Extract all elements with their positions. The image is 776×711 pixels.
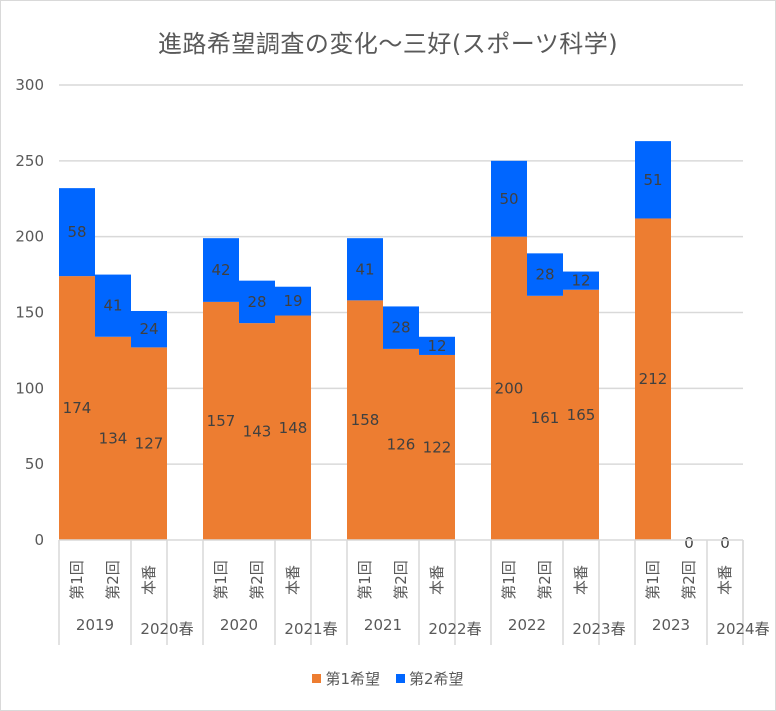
data-label-first-choice: 212 [639, 370, 668, 388]
bar-second-choice [59, 188, 95, 277]
bar-first-choice [275, 315, 311, 540]
data-label-first-choice: 174 [63, 399, 92, 417]
x-category-label: 第2回 [536, 560, 554, 600]
x-group-label-spring: 2024春 [716, 620, 769, 638]
data-label-zero: 0 [684, 534, 694, 552]
x-category-label: 第2回 [104, 560, 122, 600]
legend: 第1希望 第2希望 [0, 668, 776, 689]
y-tick-label: 100 [15, 379, 44, 397]
x-group-label-year: 2020 [220, 616, 258, 634]
x-group-label-year: 2021 [364, 616, 402, 634]
bar-first-choice [59, 276, 95, 540]
x-group-label-spring: 2021春 [284, 620, 337, 638]
data-label-second-choice: 12 [427, 337, 446, 355]
bar-first-choice [635, 218, 671, 540]
data-label-second-choice: 41 [103, 297, 122, 315]
bar-first-choice [203, 301, 239, 540]
bar-first-choice [347, 300, 383, 540]
data-label-first-choice: 157 [207, 412, 236, 430]
data-label-first-choice: 134 [99, 429, 128, 447]
data-label-second-choice: 50 [499, 190, 518, 208]
x-category-label: 第1回 [644, 560, 662, 600]
data-label-second-choice: 58 [67, 223, 86, 241]
x-group-label-spring: 2022春 [428, 620, 481, 638]
x-category-label: 本番 [284, 565, 302, 595]
data-label-second-choice: 28 [247, 293, 266, 311]
data-label-first-choice: 126 [387, 435, 416, 453]
legend-label-first-choice: 第1希望 [325, 670, 380, 688]
x-group-label-year: 2023 [652, 616, 690, 634]
data-label-zero: 0 [720, 534, 730, 552]
bar-first-choice [239, 323, 275, 540]
bar-second-choice [635, 141, 671, 219]
data-label-first-choice: 122 [423, 438, 452, 456]
legend-swatch-first-choice [312, 674, 322, 683]
y-tick-label: 150 [15, 304, 44, 322]
x-category-label: 本番 [428, 565, 446, 595]
bar-second-choice [95, 274, 131, 337]
data-label-second-choice: 24 [139, 320, 158, 338]
y-tick-label: 50 [25, 455, 44, 473]
x-category-label: 本番 [572, 565, 590, 595]
bar-first-choice [131, 347, 167, 540]
legend-label-second-choice: 第2希望 [409, 670, 464, 688]
bar-second-choice [239, 280, 275, 324]
bar-first-choice [383, 348, 419, 540]
x-category-label: 第1回 [68, 560, 86, 600]
bar-second-choice [203, 238, 239, 302]
x-category-label: 第1回 [356, 560, 374, 600]
data-label-second-choice: 51 [643, 171, 662, 189]
x-category-label: 第1回 [212, 560, 230, 600]
bar-first-choice [95, 336, 131, 540]
x-group-label-year: 2019 [76, 616, 114, 634]
bar-second-choice [347, 238, 383, 301]
legend-item-first-choice[interactable]: 第1希望 [312, 668, 380, 689]
bar-second-choice [527, 253, 563, 296]
bar-first-choice [563, 289, 599, 540]
legend-swatch-second-choice [396, 674, 405, 683]
x-group-label-spring: 2020春 [140, 620, 193, 638]
bar-first-choice [491, 236, 527, 540]
y-tick-label: 200 [15, 228, 44, 246]
x-group-label-year: 2022 [508, 616, 546, 634]
data-label-second-choice: 19 [283, 292, 302, 310]
bar-second-choice [383, 306, 419, 349]
data-label-second-choice: 41 [355, 260, 374, 278]
data-label-first-choice: 165 [567, 406, 596, 424]
data-label-first-choice: 200 [495, 379, 524, 397]
y-tick-label: 300 [15, 76, 44, 94]
bar-second-choice [491, 160, 527, 237]
x-category-label: 本番 [140, 565, 158, 595]
bar-second-choice [131, 310, 167, 348]
bar-first-choice [527, 295, 563, 540]
y-tick-label: 0 [34, 531, 44, 549]
data-label-second-choice: 28 [535, 266, 554, 284]
x-group-label-spring: 2023春 [572, 620, 625, 638]
bar-second-choice [419, 336, 455, 355]
x-category-label: 第2回 [680, 560, 698, 600]
data-label-first-choice: 148 [279, 419, 308, 437]
x-category-label: 第1回 [500, 560, 518, 600]
y-tick-label: 250 [15, 152, 44, 170]
data-label-first-choice: 127 [135, 435, 164, 453]
bar-first-choice [419, 354, 455, 540]
bar-second-choice [563, 271, 599, 290]
data-label-first-choice: 158 [351, 411, 380, 429]
data-label-second-choice: 12 [571, 272, 590, 290]
x-category-label: 第2回 [392, 560, 410, 600]
x-category-label: 本番 [716, 565, 734, 595]
data-label-second-choice: 28 [391, 319, 410, 337]
data-label-first-choice: 143 [243, 423, 272, 441]
x-category-label: 第2回 [248, 560, 266, 600]
bar-second-choice [275, 286, 311, 316]
chart-title: 進路希望調査の変化～三好(スポーツ科学) [157, 30, 619, 58]
data-label-first-choice: 161 [531, 409, 560, 427]
legend-item-second-choice[interactable]: 第2希望 [396, 668, 464, 689]
data-label-second-choice: 42 [211, 261, 230, 279]
